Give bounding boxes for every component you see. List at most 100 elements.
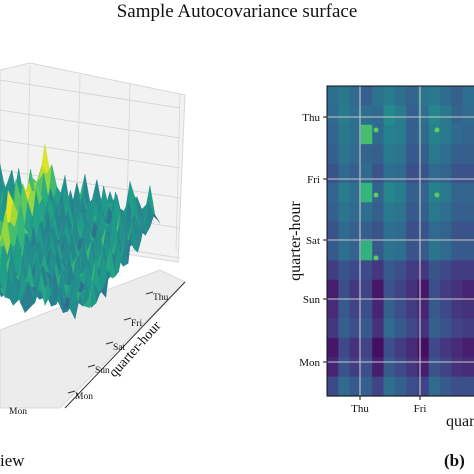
heatmap-cell [349, 86, 362, 106]
heatmap-cell [406, 241, 419, 261]
heatmap-cell [349, 163, 362, 184]
heatmap-cell [417, 241, 430, 261]
surface-facet [84, 278, 94, 309]
heatmap-cell [440, 376, 452, 397]
heatmap-cell [372, 337, 385, 358]
heatmap-cell [462, 144, 474, 165]
heatmap-cell [462, 221, 474, 242]
heatmap-cell [451, 144, 464, 165]
heatmap-cell [428, 163, 441, 184]
heatmap-cell [451, 357, 464, 378]
heatmap-cell [383, 105, 396, 126]
heatmap-cell [394, 105, 407, 126]
heatmap-cell [451, 318, 464, 339]
heatmap-cell [440, 260, 452, 281]
heatmap-cell [360, 105, 373, 126]
heatmap-cell [383, 357, 396, 378]
heatmap-cell [338, 376, 351, 397]
heatmap-cell [360, 144, 373, 165]
heatmap-cell [383, 144, 396, 165]
heatmap-cell [440, 299, 452, 320]
heatmap-cell [406, 163, 419, 184]
surface-tick-label: Sun [95, 366, 110, 376]
heatmap-ytick-label: Thu [302, 112, 320, 124]
heatmap-hotspot [373, 127, 379, 133]
heatmap-cell [428, 357, 441, 378]
heatmap-cell [349, 337, 362, 358]
heatmap-xtick-label: Fri [414, 403, 427, 415]
heatmap-cell [406, 86, 419, 106]
heatmap-cell [428, 86, 441, 106]
heatmap-cell [383, 182, 396, 203]
heatmap-cell [338, 144, 351, 165]
heatmap-cell [360, 241, 373, 261]
heatmap-cell [360, 357, 373, 378]
heatmap-cell [462, 279, 474, 300]
heatmap-cell [417, 299, 430, 320]
heatmap-cell [372, 299, 385, 320]
heatmap-cell [338, 105, 351, 126]
heatmap-cell [360, 163, 373, 184]
heatmap-cell [406, 182, 419, 203]
heatmap-cell [338, 279, 351, 300]
heatmap-cell [394, 241, 407, 261]
heatmap-hotspot [373, 255, 379, 261]
heatmap-cell [417, 376, 430, 397]
heatmap-cell [360, 124, 373, 145]
heatmap-hotspot [434, 127, 440, 133]
heatmap-cell [406, 318, 419, 339]
heatmap-cell [451, 105, 464, 126]
heatmap-cell [428, 182, 441, 203]
heatmap-cell [394, 260, 407, 281]
heatmap-cell [383, 202, 396, 223]
heatmap-cell [372, 182, 385, 203]
surface-axis-tick [105, 341, 114, 345]
heatmap-cell [462, 124, 474, 145]
heatmap-cell [349, 318, 362, 339]
heatmap-cell [394, 337, 407, 358]
heatmap-ytick-label: Sat [306, 235, 320, 247]
heatmap-frame [326, 85, 474, 397]
heatmap-cell [327, 260, 339, 281]
heatmap-cell [360, 202, 373, 223]
heatmap-cell [372, 163, 385, 184]
heatmap-cell [462, 163, 474, 184]
heatmap-cell [451, 202, 464, 223]
heatmap-cell [327, 299, 339, 320]
heatmap-cell [338, 221, 351, 242]
heatmap-cell [406, 260, 419, 281]
heatmap-cell [462, 241, 474, 261]
heatmap-cell [462, 86, 474, 106]
heatmap-cell [462, 105, 474, 126]
heatmap-cell [383, 124, 396, 145]
heatmap-cell [394, 318, 407, 339]
heatmap-cell [338, 202, 351, 223]
heatmap-hotspot [434, 192, 440, 198]
heatmap-cell [372, 86, 385, 106]
heatmap-cell [406, 299, 419, 320]
heatmap-cell [428, 241, 441, 261]
heatmap-cell [338, 318, 351, 339]
heatmap-cell [462, 260, 474, 281]
heatmap-ylabel: quarter-hour [287, 201, 304, 281]
heatmap-cell [406, 357, 419, 378]
surface-gridline [0, 109, 181, 139]
heatmap-cell [338, 163, 351, 184]
heatmap-cell [428, 202, 441, 223]
heatmap-cell [451, 260, 464, 281]
surface-tick-label: Mon [75, 392, 93, 402]
heatmap-cell [428, 221, 441, 242]
heatmap-cell [338, 86, 351, 106]
heatmap-cell [372, 105, 385, 126]
heatmap-cell [360, 260, 373, 281]
heatmap-cell [462, 299, 474, 320]
subfigure-caption-left: iew [0, 451, 25, 470]
heatmap-cell [440, 357, 452, 378]
heatmap-cell [428, 279, 441, 300]
heatmap-cell [440, 144, 452, 165]
heatmap-cell [383, 163, 396, 184]
heatmap-cell [349, 241, 362, 261]
heatmap-cell [462, 202, 474, 223]
